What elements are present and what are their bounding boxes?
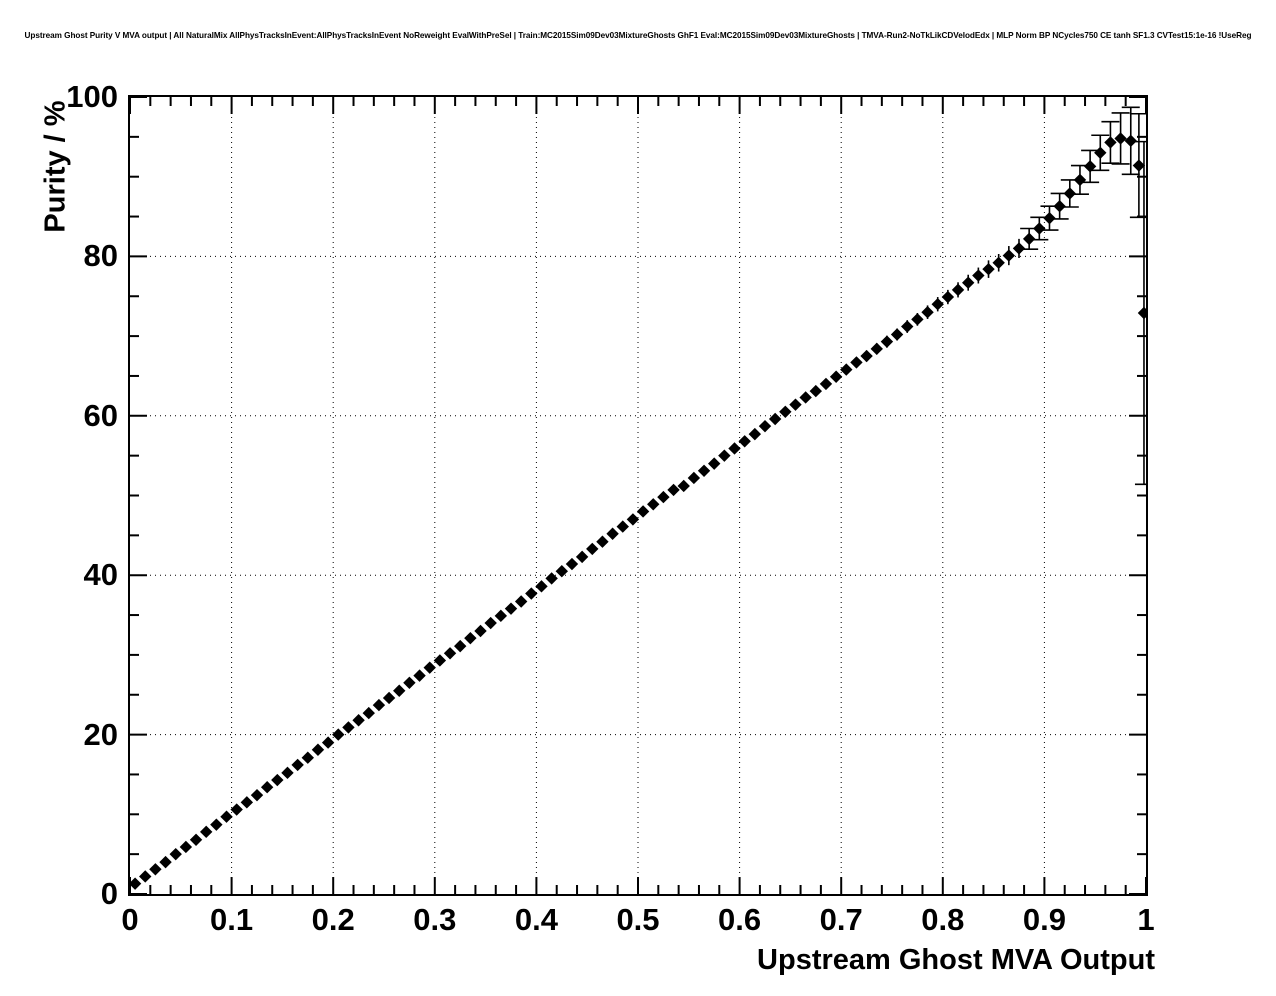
x-tick-label: 0.3 xyxy=(413,902,457,937)
data-markers xyxy=(130,132,1146,890)
x-tick-label: 0.5 xyxy=(616,902,660,937)
x-tick-label: 0.6 xyxy=(718,902,762,937)
y-tick-label: 40 xyxy=(83,557,118,593)
plot-frame xyxy=(128,95,1148,896)
x-tick-label: 0 xyxy=(121,902,139,937)
x-tick-label: 1 xyxy=(1137,902,1155,937)
y-axis-title: Purity / % xyxy=(39,100,72,233)
y-tick-label: 0 xyxy=(100,876,118,911)
y-tick-label: 20 xyxy=(83,716,118,752)
y-axis-tick-labels: 0 20 40 60 80 100 xyxy=(0,0,118,996)
grid-lines xyxy=(130,97,1146,894)
y-tick-label: 60 xyxy=(83,397,118,433)
plot-area xyxy=(130,97,1146,894)
x-axis-title: Upstream Ghost MVA Output xyxy=(757,944,1155,976)
x-tick-label: 0.4 xyxy=(514,902,558,937)
x-tick-label: 0.1 xyxy=(210,902,254,937)
x-tick-label: 0.8 xyxy=(921,902,965,937)
y-tick-label: 80 xyxy=(83,238,118,274)
x-tick-label: 0.7 xyxy=(819,902,863,937)
x-tick-label: 0.9 xyxy=(1022,902,1066,937)
axis-ticks xyxy=(130,97,1146,894)
y-tick-label: 100 xyxy=(66,79,118,114)
x-tick-label: 0.2 xyxy=(311,902,355,937)
chart-title: Upstream Ghost Purity V MVA output | All… xyxy=(24,31,1252,40)
